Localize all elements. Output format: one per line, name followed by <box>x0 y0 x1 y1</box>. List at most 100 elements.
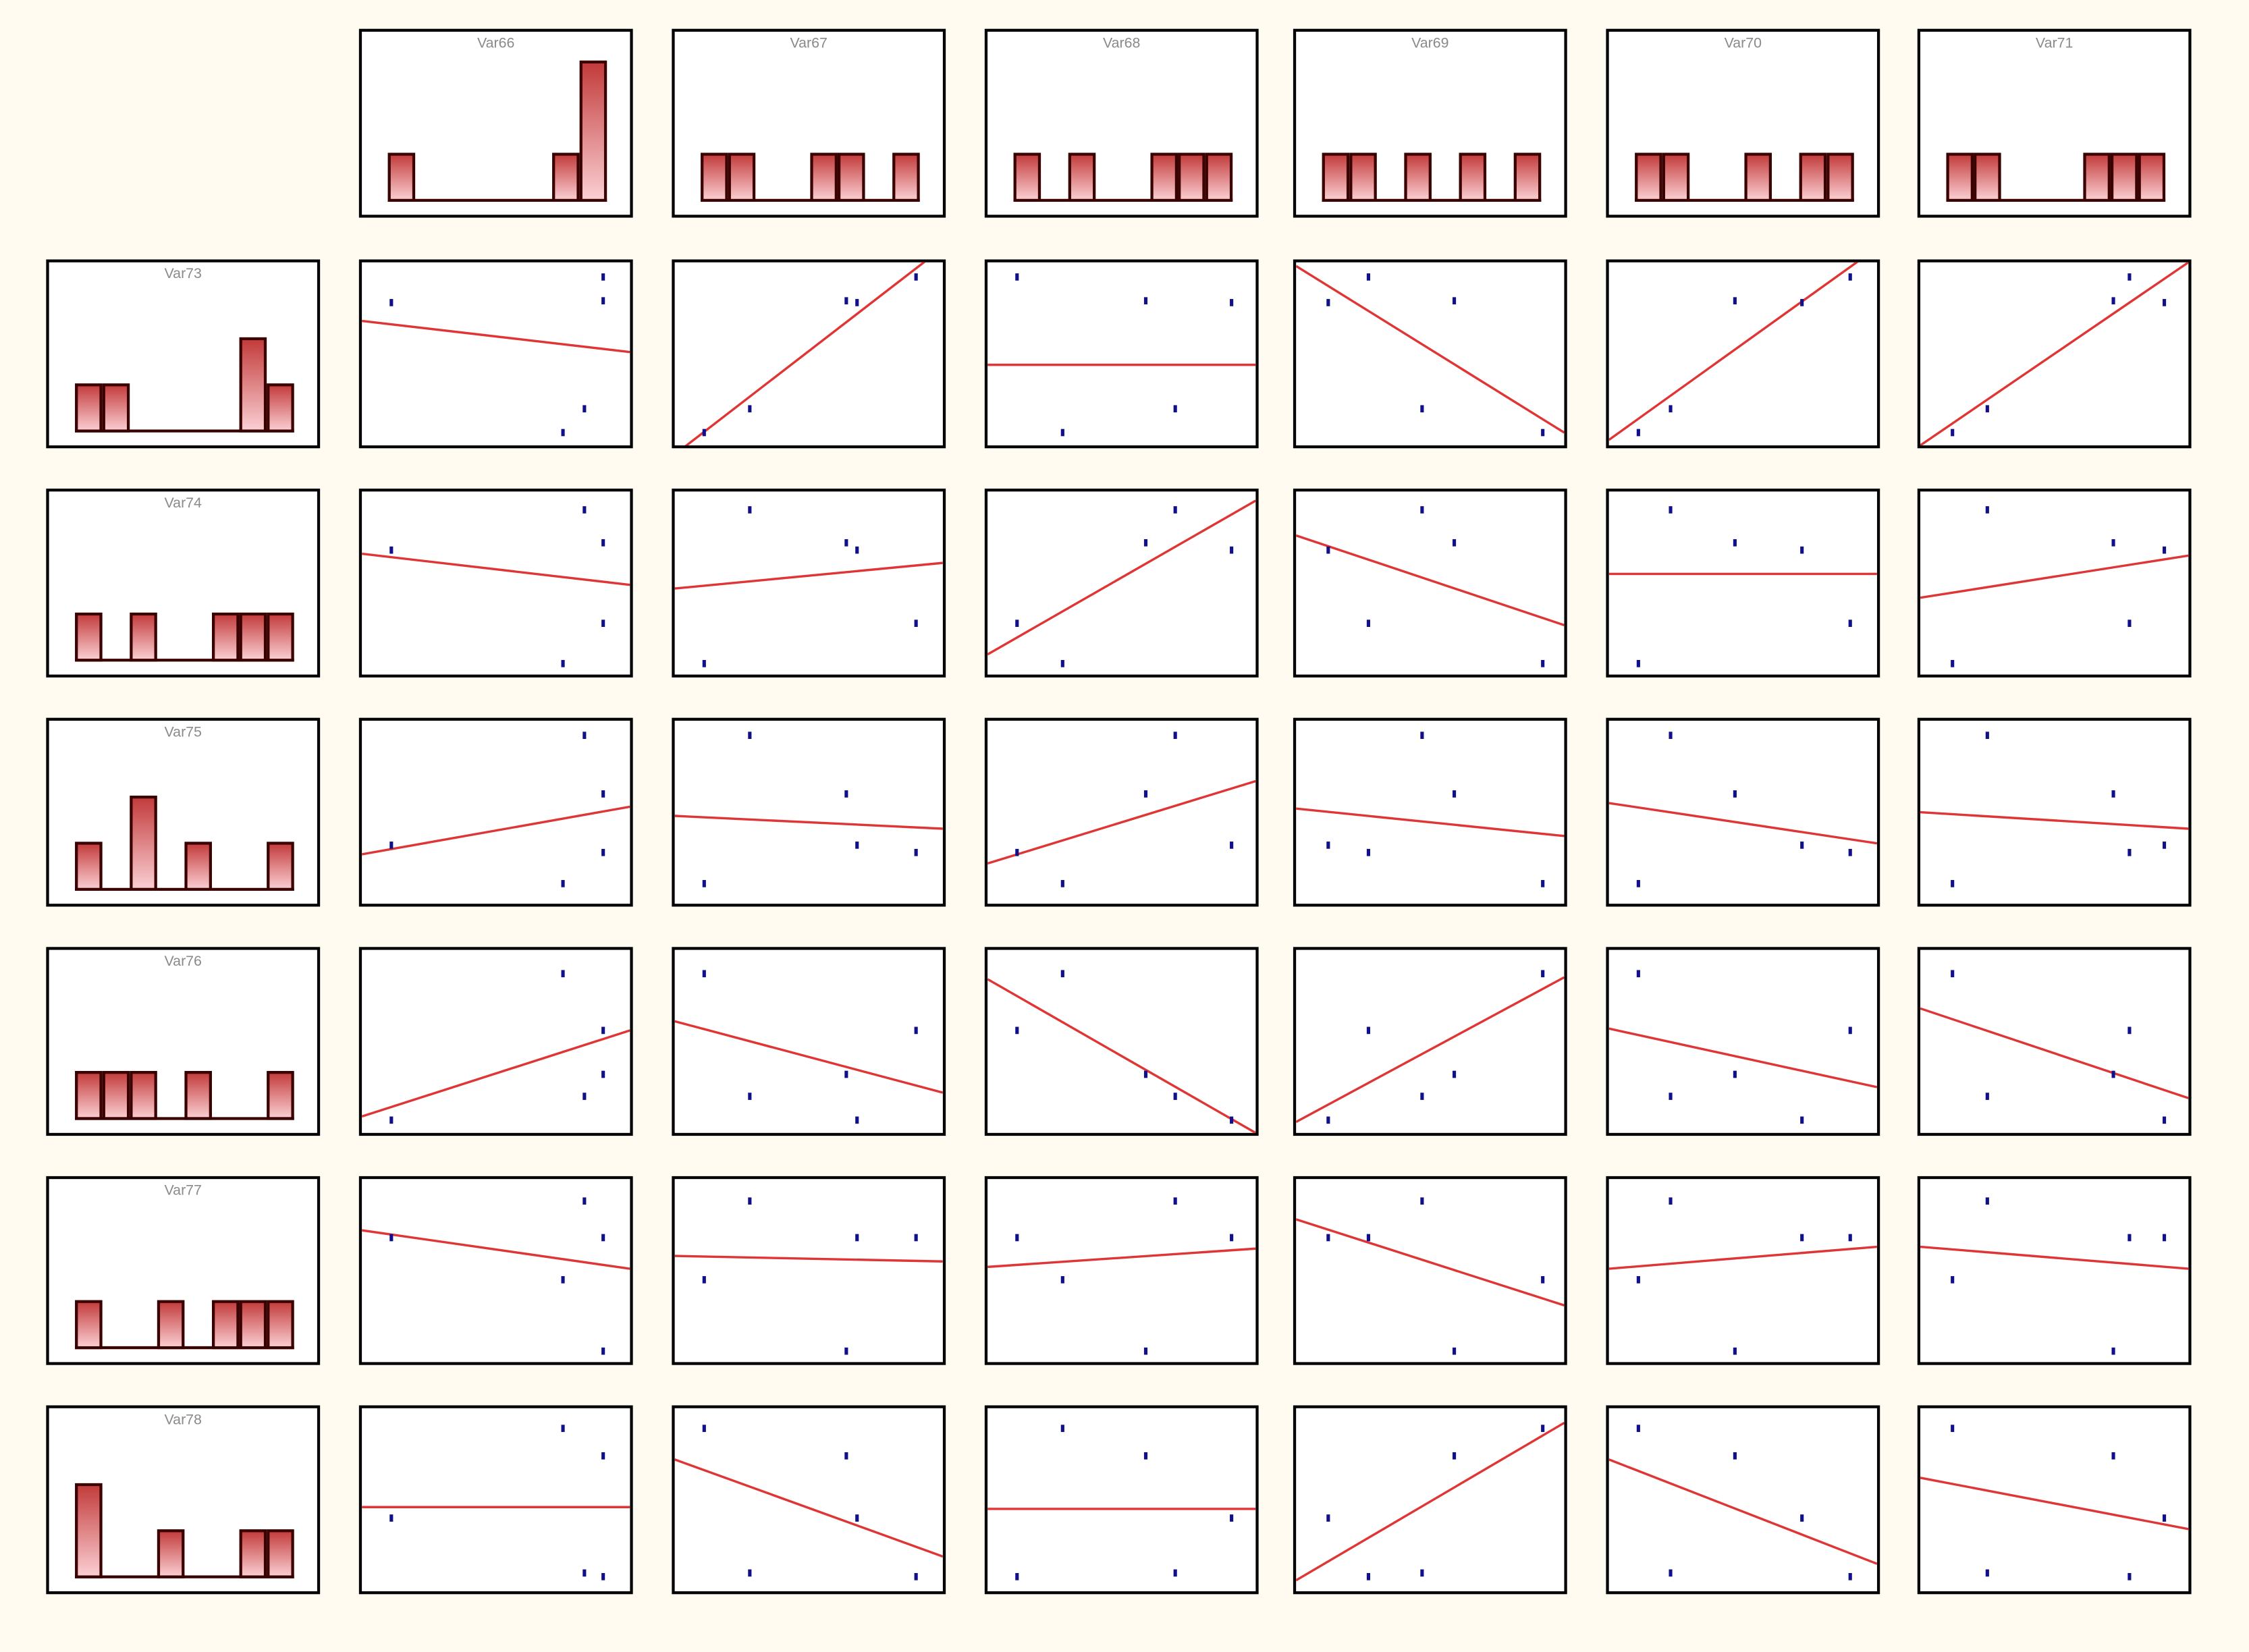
data-point <box>601 297 605 305</box>
histogram-bar <box>157 1529 185 1578</box>
scatter-panel-var77-var68 <box>984 1176 1259 1365</box>
scatter-panel-var73-var66 <box>358 259 633 449</box>
fit-line <box>1608 1245 1877 1270</box>
histogram-bar <box>211 1300 240 1350</box>
data-point <box>1985 732 1989 739</box>
panel-label: Var68 <box>1102 36 1141 52</box>
data-point <box>1326 299 1330 306</box>
data-point <box>1173 1197 1177 1205</box>
histogram-bar <box>267 842 294 891</box>
histogram-bar <box>75 842 103 891</box>
histogram-bar <box>75 1070 103 1120</box>
data-point <box>1733 539 1737 547</box>
data-point <box>914 1026 918 1035</box>
scatter-panel-var77-var69 <box>1293 1176 1567 1365</box>
data-point <box>1669 1197 1673 1205</box>
data-point <box>1230 1514 1234 1522</box>
data-point <box>1143 1070 1148 1078</box>
data-point <box>1230 546 1234 554</box>
fit-line <box>1296 265 1565 434</box>
histogram-panel-var68: Var68 <box>984 28 1259 218</box>
data-point <box>601 1347 605 1355</box>
data-point <box>1015 848 1019 856</box>
data-point <box>855 1514 859 1522</box>
scatter-panel-var75-var67 <box>672 717 946 907</box>
fit-line <box>674 1020 943 1094</box>
data-point <box>748 1093 752 1100</box>
data-point <box>1326 546 1330 554</box>
data-point <box>1420 1569 1424 1577</box>
histogram-bar <box>2110 153 2138 202</box>
data-point <box>1173 1569 1177 1577</box>
data-point <box>1848 1572 1852 1580</box>
data-point <box>1636 1425 1640 1432</box>
scatter-panel-var78-var70 <box>1606 1405 1880 1595</box>
data-point <box>1420 405 1424 413</box>
histogram-bar <box>837 153 865 202</box>
scatter-panel-var74-var69 <box>1293 489 1567 678</box>
data-point <box>1669 732 1673 739</box>
panel-label: Var74 <box>164 495 202 512</box>
fit-line <box>1608 1458 1877 1565</box>
histogram-bar <box>892 153 920 202</box>
data-point <box>1173 506 1177 514</box>
data-point <box>1420 732 1424 739</box>
data-point <box>2162 1514 2167 1522</box>
data-point <box>914 620 918 627</box>
data-point <box>844 297 848 305</box>
data-point <box>561 970 565 978</box>
histogram-bar <box>1322 153 1350 202</box>
scatter-panel-var74-var67 <box>672 489 946 678</box>
panel-label: Var69 <box>1411 36 1449 52</box>
fit-line <box>1920 1477 2189 1531</box>
data-point <box>1060 970 1064 978</box>
data-point <box>1060 429 1064 437</box>
histogram-bar <box>728 153 756 202</box>
data-point <box>1230 1234 1234 1242</box>
histogram-bar <box>1459 153 1487 202</box>
scatter-panel-var74-var70 <box>1606 489 1880 678</box>
data-point <box>1669 405 1673 413</box>
data-point <box>1173 1093 1177 1100</box>
scatter-panel-var76-var70 <box>1606 947 1880 1136</box>
data-point <box>1985 1569 1989 1577</box>
scatter-panel-var73-var68 <box>984 259 1259 449</box>
data-point <box>855 1116 859 1124</box>
data-point <box>844 539 848 547</box>
data-point <box>1060 1276 1064 1284</box>
histogram-panel-var74: Var74 <box>46 489 321 678</box>
histogram-bar <box>1826 153 1854 202</box>
fit-line <box>1608 802 1877 845</box>
data-point <box>389 1514 394 1522</box>
data-point <box>1453 1452 1457 1460</box>
scatter-panel-var76-var71 <box>1917 947 2192 1136</box>
data-point <box>582 405 587 413</box>
data-point <box>1230 299 1234 306</box>
data-point <box>1800 1234 1804 1242</box>
histogram-bar <box>579 60 607 202</box>
histogram-bar <box>211 612 240 662</box>
data-point <box>1985 1093 1989 1100</box>
panel-label: Var78 <box>164 1412 202 1429</box>
data-point <box>1733 297 1737 305</box>
data-point <box>1143 539 1148 547</box>
data-point <box>1015 1234 1019 1242</box>
data-point <box>1326 842 1330 849</box>
data-point <box>2162 299 2167 306</box>
data-point <box>2111 1070 2115 1078</box>
data-point <box>561 1276 565 1284</box>
data-point <box>1848 620 1852 627</box>
data-point <box>855 842 859 849</box>
scatter-panel-var74-var71 <box>1917 489 2192 678</box>
data-point <box>1015 1026 1019 1035</box>
data-point <box>1800 842 1804 849</box>
fit-line <box>674 815 943 830</box>
histogram-bar <box>1799 153 1827 202</box>
data-point <box>748 732 752 739</box>
histogram-panel-var66: Var66 <box>358 28 633 218</box>
histogram-bar <box>267 1529 294 1578</box>
panel-label: Var71 <box>2035 36 2074 52</box>
histogram-bar <box>1635 153 1662 202</box>
scatter-panel-var78-var67 <box>672 1405 946 1595</box>
data-point <box>1541 659 1545 667</box>
